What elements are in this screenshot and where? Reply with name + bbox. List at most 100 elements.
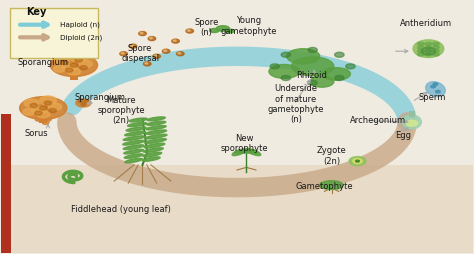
Circle shape bbox=[54, 66, 66, 72]
Ellipse shape bbox=[123, 140, 145, 145]
FancyBboxPatch shape bbox=[10, 8, 98, 58]
Ellipse shape bbox=[123, 136, 145, 140]
Circle shape bbox=[187, 30, 190, 31]
Ellipse shape bbox=[144, 148, 163, 152]
Ellipse shape bbox=[247, 149, 261, 156]
Circle shape bbox=[131, 45, 134, 46]
Ellipse shape bbox=[413, 40, 444, 58]
Circle shape bbox=[153, 54, 160, 58]
Circle shape bbox=[45, 118, 51, 121]
Circle shape bbox=[433, 83, 438, 85]
Circle shape bbox=[81, 103, 86, 106]
Ellipse shape bbox=[433, 50, 439, 53]
Circle shape bbox=[76, 99, 91, 107]
Ellipse shape bbox=[210, 28, 219, 33]
Text: Haploid (n): Haploid (n) bbox=[60, 21, 100, 28]
Ellipse shape bbox=[143, 152, 162, 157]
Ellipse shape bbox=[128, 122, 147, 126]
Circle shape bbox=[84, 100, 89, 103]
Text: Spore
dispersal: Spore dispersal bbox=[121, 44, 159, 64]
Ellipse shape bbox=[319, 181, 343, 189]
Circle shape bbox=[120, 52, 128, 56]
Ellipse shape bbox=[142, 157, 160, 161]
Circle shape bbox=[144, 62, 151, 66]
Circle shape bbox=[186, 29, 193, 33]
Circle shape bbox=[62, 64, 76, 71]
Ellipse shape bbox=[433, 46, 439, 49]
Ellipse shape bbox=[425, 53, 432, 56]
Circle shape bbox=[281, 75, 291, 81]
Text: Diploid (2n): Diploid (2n) bbox=[60, 34, 102, 41]
Circle shape bbox=[172, 39, 179, 43]
Ellipse shape bbox=[19, 97, 67, 119]
Text: Fiddlehead (young leaf): Fiddlehead (young leaf) bbox=[71, 205, 171, 214]
Circle shape bbox=[421, 47, 436, 55]
Text: Antheridium: Antheridium bbox=[400, 19, 452, 28]
Ellipse shape bbox=[216, 26, 229, 31]
Text: Sporangium: Sporangium bbox=[18, 58, 69, 67]
Circle shape bbox=[40, 119, 46, 122]
Circle shape bbox=[335, 75, 344, 81]
Ellipse shape bbox=[146, 121, 166, 125]
Circle shape bbox=[356, 160, 359, 162]
Circle shape bbox=[139, 31, 146, 36]
Text: Gametophyte: Gametophyte bbox=[296, 182, 353, 191]
Circle shape bbox=[178, 53, 181, 54]
Ellipse shape bbox=[426, 82, 446, 97]
Ellipse shape bbox=[418, 42, 424, 45]
Circle shape bbox=[270, 64, 280, 69]
Ellipse shape bbox=[243, 149, 258, 154]
Circle shape bbox=[308, 80, 318, 85]
Ellipse shape bbox=[147, 117, 165, 121]
Ellipse shape bbox=[124, 154, 143, 158]
Circle shape bbox=[176, 52, 184, 56]
Ellipse shape bbox=[145, 139, 166, 144]
Circle shape bbox=[431, 85, 436, 88]
Circle shape bbox=[148, 37, 156, 41]
Circle shape bbox=[80, 66, 87, 70]
Text: Underside
of mature
gametophyte
(n): Underside of mature gametophyte (n) bbox=[268, 84, 324, 124]
Ellipse shape bbox=[144, 143, 165, 148]
Circle shape bbox=[155, 55, 157, 57]
Ellipse shape bbox=[402, 115, 421, 129]
Circle shape bbox=[48, 103, 62, 110]
Bar bbox=[39, 113, 47, 123]
Circle shape bbox=[75, 58, 82, 62]
Bar bbox=[10, 165, 474, 253]
Circle shape bbox=[65, 68, 73, 72]
Circle shape bbox=[23, 108, 35, 115]
Circle shape bbox=[349, 156, 366, 166]
Ellipse shape bbox=[50, 54, 98, 76]
Circle shape bbox=[44, 101, 52, 105]
Circle shape bbox=[162, 49, 170, 53]
Ellipse shape bbox=[269, 65, 300, 78]
Circle shape bbox=[79, 60, 92, 67]
Circle shape bbox=[308, 47, 318, 53]
Ellipse shape bbox=[232, 149, 246, 156]
Ellipse shape bbox=[292, 57, 334, 76]
Ellipse shape bbox=[226, 29, 234, 33]
Ellipse shape bbox=[145, 134, 167, 139]
Circle shape bbox=[24, 99, 39, 107]
Ellipse shape bbox=[433, 53, 439, 56]
Ellipse shape bbox=[425, 46, 432, 49]
Ellipse shape bbox=[418, 53, 424, 56]
Circle shape bbox=[70, 63, 78, 67]
Circle shape bbox=[129, 44, 137, 48]
Circle shape bbox=[436, 90, 440, 93]
Ellipse shape bbox=[124, 149, 144, 154]
Circle shape bbox=[78, 100, 83, 103]
Text: Key: Key bbox=[26, 7, 46, 17]
Circle shape bbox=[39, 96, 56, 105]
Circle shape bbox=[36, 111, 50, 118]
Circle shape bbox=[55, 56, 70, 64]
Ellipse shape bbox=[238, 149, 255, 153]
Text: Young
gametophyte: Young gametophyte bbox=[220, 16, 277, 36]
Ellipse shape bbox=[125, 131, 146, 136]
Circle shape bbox=[31, 107, 46, 114]
Circle shape bbox=[70, 53, 87, 62]
Ellipse shape bbox=[235, 149, 250, 154]
Ellipse shape bbox=[418, 46, 424, 49]
Bar bbox=[70, 70, 78, 80]
Ellipse shape bbox=[425, 42, 432, 45]
